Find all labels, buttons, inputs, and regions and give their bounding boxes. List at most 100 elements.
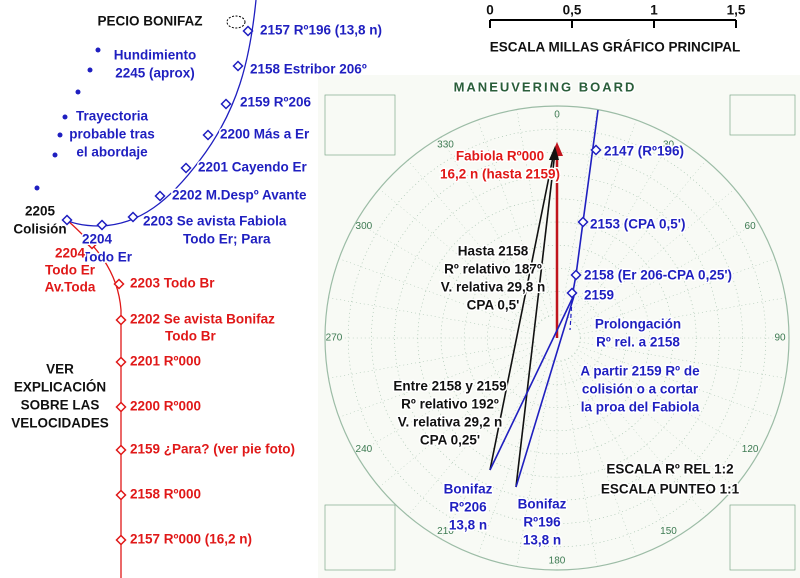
relative-point-label: 2159 xyxy=(584,288,614,303)
board-radial xyxy=(571,355,707,516)
bonifaz-track xyxy=(66,0,257,227)
speeds-note: SOBRE LAS xyxy=(21,398,100,413)
board-radial xyxy=(576,349,759,455)
board-ring xyxy=(417,198,697,478)
bonifaz-event: 2202 M.Despº Avante xyxy=(172,188,307,203)
board-radial xyxy=(379,188,540,324)
bearing-label: 180 xyxy=(549,556,566,567)
board-radial xyxy=(576,221,759,327)
collision-label: Colisión xyxy=(13,222,66,237)
arrow-head xyxy=(549,146,559,160)
prolongation xyxy=(569,299,573,331)
board-radial xyxy=(564,119,637,317)
track-point xyxy=(115,489,127,501)
scale-label: 0,5 xyxy=(563,3,582,18)
track-point xyxy=(115,401,127,413)
board-radial xyxy=(578,345,776,418)
bonifaz-event: 2158 Estribor 206º xyxy=(250,62,367,77)
board-radial xyxy=(574,352,735,488)
bonifaz-vector xyxy=(515,295,575,488)
board-radial xyxy=(579,297,786,335)
track-point xyxy=(570,269,582,281)
fabiola-event: 2204 xyxy=(55,246,86,261)
fabiola-event: Todo Br xyxy=(165,329,216,344)
fabiola-event: Av.Toda xyxy=(45,280,96,295)
scale-caption: ESCALA MILLAS GRÁFICO PRINCIPAL xyxy=(490,40,741,55)
fabiola-label: 16,2 n (hasta 2159) xyxy=(440,167,560,182)
bonifaz-vector xyxy=(489,296,574,471)
board-radial xyxy=(578,258,776,331)
bonifaz-event: 2157 Rº196 (13,8 n) xyxy=(260,23,382,38)
bonifaz-event: 2203 Se avista Fabiola xyxy=(143,214,287,229)
scale-label: 1,5 xyxy=(727,3,746,18)
track-point xyxy=(115,534,127,546)
bearing-label: 210 xyxy=(437,526,454,537)
bearing-label: 150 xyxy=(660,526,677,537)
speeds-note: EXPLICACIÓN xyxy=(14,380,106,395)
board-radial xyxy=(407,160,543,321)
board-radial xyxy=(338,258,536,331)
between-note: Rº relativo 192º xyxy=(401,397,499,412)
board-radial xyxy=(440,357,546,540)
board-radial xyxy=(477,359,550,557)
sinking-note: 2245 (aprox) xyxy=(115,66,195,81)
until-2158-note: Hasta 2158 xyxy=(458,244,529,259)
bonifaz-event: 2159 Rº206 xyxy=(240,95,311,110)
track-point xyxy=(566,287,578,299)
relative-vector xyxy=(515,151,556,488)
track-point xyxy=(232,60,244,72)
bonifaz-196-label: 13,8 n xyxy=(523,533,561,548)
track-point xyxy=(590,144,602,156)
board-radial xyxy=(338,345,536,418)
bonifaz-196-label: Rº196 xyxy=(523,515,561,530)
board-radial xyxy=(328,297,535,335)
bonifaz-event: Todo Er; Para xyxy=(183,232,271,247)
until-2158-note: CPA 0,5' xyxy=(467,298,520,313)
board-radial xyxy=(579,341,786,379)
board-radial xyxy=(440,136,546,319)
track-point xyxy=(115,356,127,368)
bearing-label: 30 xyxy=(663,140,675,151)
bearing-label: 60 xyxy=(745,221,757,232)
board-radial xyxy=(355,349,538,455)
track-point xyxy=(577,216,589,228)
probable-path-note: Trayectoria xyxy=(76,109,149,124)
from-2159-note: A partir 2159 Rº de xyxy=(580,364,700,379)
probable-path-note: el abordaje xyxy=(76,145,148,160)
scale-label: 1 xyxy=(650,3,658,18)
from-2159-note: la proa del Fabiola xyxy=(581,400,700,415)
fabiola-event: Todo Er xyxy=(45,263,96,278)
board-radial xyxy=(516,360,554,567)
track-point xyxy=(115,314,127,326)
board-radial xyxy=(571,160,707,321)
bonifaz-event: Todo Er xyxy=(82,250,133,265)
board-radial xyxy=(355,221,538,327)
scale-bar xyxy=(489,19,737,28)
board-radial xyxy=(564,359,637,557)
probable-path-note: probable tras xyxy=(69,127,155,142)
fabiola-event: 2159 ¿Para? (ver pie foto) xyxy=(130,442,295,457)
relative-point-label: 2158 (Er 206-CPA 0,25') xyxy=(584,268,732,283)
bonifaz-event: 2201 Cayendo Er xyxy=(198,160,308,175)
board-radial xyxy=(560,360,598,567)
bearing-label: 90 xyxy=(774,333,786,344)
until-2158-note: Rº relativo 187º xyxy=(444,262,542,277)
relative-point-label: 2147 (Rº196) xyxy=(604,144,684,159)
board-ring xyxy=(510,291,604,385)
wreck-icon xyxy=(226,15,246,29)
bonifaz-event: 2200 Más a Er xyxy=(220,127,310,142)
wreck-title: PECIO BONIFAZ xyxy=(97,14,202,29)
track-point xyxy=(86,238,98,250)
board-radial xyxy=(516,109,554,316)
fabiola-event: 2201 Rº000 xyxy=(130,354,201,369)
fabiola-track xyxy=(66,219,122,578)
relative-vector xyxy=(489,151,555,471)
fabiola-event: 2158 Rº000 xyxy=(130,487,201,502)
board-corner-tables xyxy=(324,94,796,571)
bearing-label: 120 xyxy=(742,444,759,455)
bonifaz-196-label: Bonifaz xyxy=(518,497,567,512)
track-point xyxy=(127,211,139,223)
board-radial xyxy=(568,136,674,319)
bearing-label: 240 xyxy=(356,444,373,455)
bonifaz-206-label: Bonifaz xyxy=(444,482,493,497)
